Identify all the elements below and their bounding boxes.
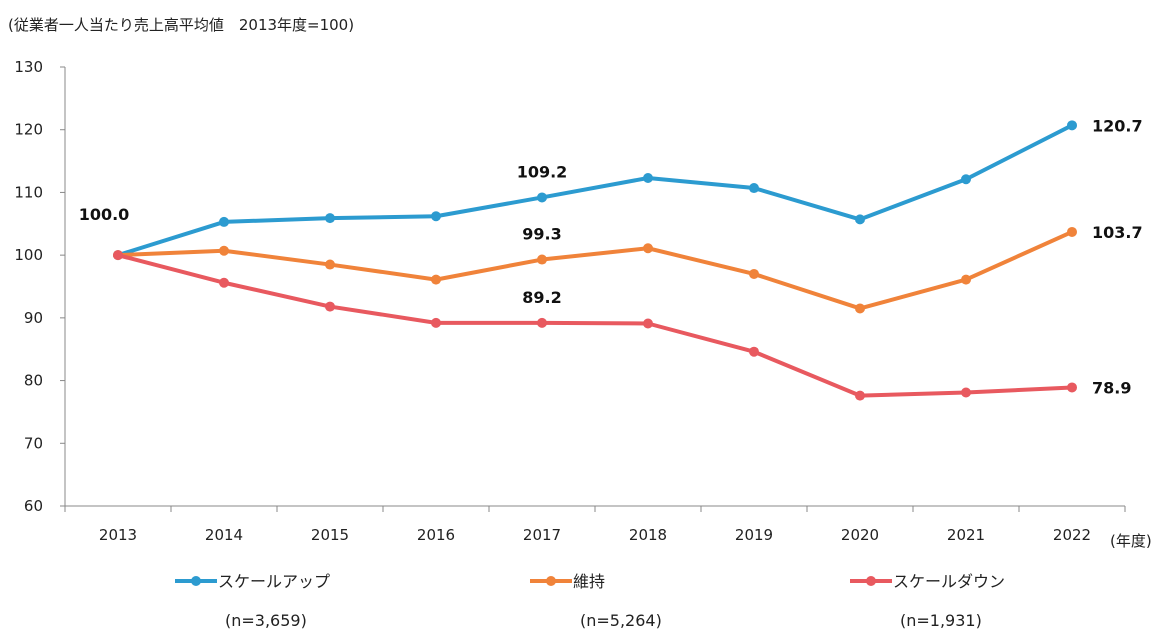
y-tick-label: 130 — [14, 58, 43, 76]
x-tick-label: 2013 — [99, 526, 137, 544]
x-axis-label: (年度) — [1110, 532, 1152, 550]
data-point — [961, 274, 971, 285]
legend-label: 維持 — [573, 572, 605, 591]
x-tick-label: 2018 — [629, 526, 667, 544]
legend-marker — [191, 576, 201, 586]
data-point — [1067, 120, 1077, 131]
data-point — [643, 173, 653, 184]
x-tick-label: 2019 — [735, 526, 773, 544]
x-tick-label: 2020 — [841, 526, 879, 544]
data-label: 78.9 — [1092, 378, 1131, 397]
x-tick-label: 2021 — [947, 526, 985, 544]
y-tick-label: 110 — [14, 183, 43, 201]
data-point — [431, 317, 441, 328]
x-tick-label: 2014 — [205, 526, 243, 544]
data-point — [325, 301, 335, 312]
data-point — [325, 259, 335, 270]
data-label: 120.7 — [1092, 116, 1143, 135]
data-point — [749, 268, 759, 279]
x-tick-label: 2015 — [311, 526, 349, 544]
data-point — [537, 192, 547, 203]
y-tick-label: 60 — [24, 497, 43, 515]
series-line — [117, 230, 1073, 311]
series-line — [117, 253, 1073, 398]
data-point — [431, 274, 441, 285]
data-point — [855, 390, 865, 401]
data-label: 100.0 — [79, 205, 130, 224]
legend-count: (n=5,264) — [580, 611, 662, 630]
legend-count: (n=1,931) — [900, 611, 982, 630]
data-point — [325, 213, 335, 224]
series-line — [117, 123, 1073, 258]
y-tick-label: 80 — [24, 372, 43, 390]
chart-title: (従業者一人当たり売上高平均値 2013年度=100) — [8, 16, 354, 34]
data-point — [219, 245, 229, 256]
legend-label: スケールアップ — [218, 572, 330, 591]
x-tick-label: 2016 — [417, 526, 455, 544]
data-point — [537, 254, 547, 265]
y-tick-label: 120 — [14, 121, 43, 139]
data-point — [113, 250, 123, 261]
data-point — [1067, 382, 1077, 393]
legend-marker — [866, 576, 876, 586]
data-point — [961, 174, 971, 185]
legend-label: スケールダウン — [893, 572, 1005, 591]
legend-item: 維持 (n=5,264) — [530, 572, 662, 630]
legend-item: スケールアップ (n=3,659) — [175, 572, 330, 630]
data-label: 103.7 — [1092, 223, 1143, 242]
x-tick-label: 2022 — [1053, 526, 1091, 544]
y-tick-label: 90 — [24, 309, 43, 327]
data-point — [643, 243, 653, 254]
legend-count: (n=3,659) — [225, 611, 307, 630]
data-point — [643, 318, 653, 329]
data-point — [1067, 226, 1077, 237]
data-label: 89.2 — [522, 288, 561, 307]
data-point — [749, 183, 759, 194]
data-label: 99.3 — [522, 225, 561, 244]
data-point — [219, 277, 229, 288]
data-point — [537, 317, 547, 328]
y-tick-label: 70 — [24, 434, 43, 452]
data-point — [961, 387, 971, 398]
data-point — [749, 346, 759, 357]
legend-marker — [546, 576, 556, 586]
data-point — [431, 211, 441, 222]
y-tick-label: 100 — [14, 246, 43, 264]
legend-item: スケールダウン (n=1,931) — [850, 572, 1005, 630]
data-label: 109.2 — [517, 162, 568, 181]
data-point — [219, 216, 229, 227]
data-point — [855, 214, 865, 225]
x-tick-label: 2017 — [523, 526, 561, 544]
data-point — [855, 303, 865, 314]
